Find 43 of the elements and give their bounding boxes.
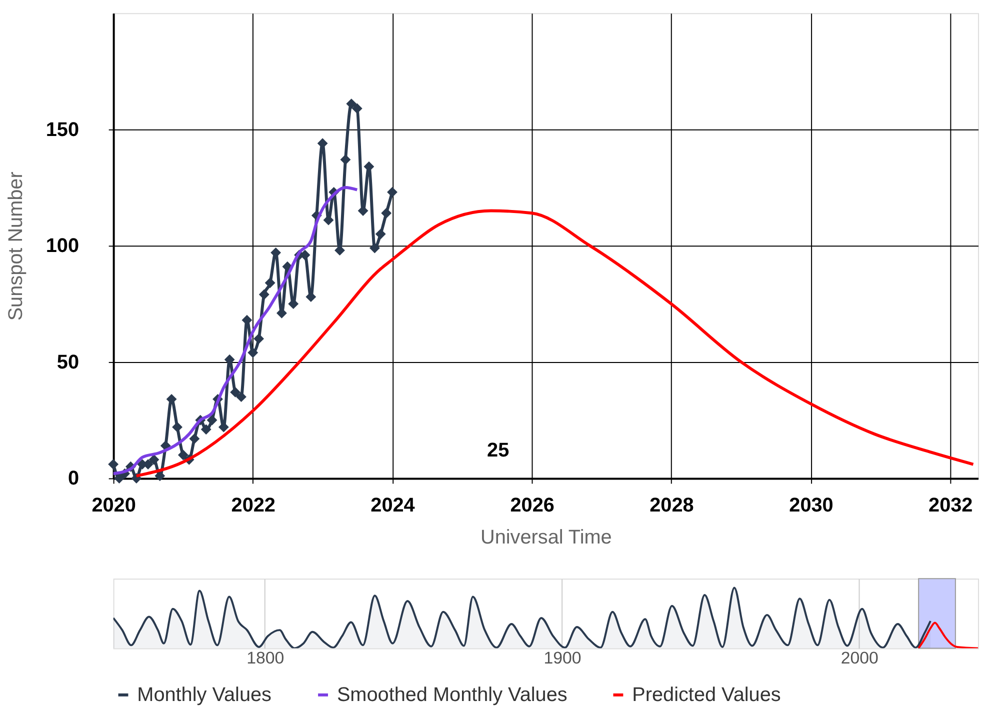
x-tick-label: 2022 — [231, 494, 276, 517]
point — [166, 394, 177, 404]
point — [254, 333, 264, 344]
x-tick-label: 2028 — [650, 494, 694, 517]
point — [236, 392, 246, 402]
point — [340, 154, 351, 165]
y-tick-label: 150 — [46, 118, 80, 141]
point — [387, 186, 398, 198]
y-tick-label: 50 — [56, 351, 80, 374]
legend-label: Predicted Values — [632, 684, 781, 706]
x-tick-label: 2030 — [789, 494, 834, 517]
point — [352, 103, 362, 114]
x-tick-label: 2024 — [370, 494, 415, 517]
legend-label: Smoothed Monthly Values — [336, 684, 568, 706]
legend-label: Monthly Values — [137, 684, 272, 706]
point — [108, 459, 119, 470]
point — [178, 450, 188, 460]
point — [189, 434, 200, 444]
y-tick-label: 100 — [46, 235, 80, 258]
point — [230, 386, 241, 398]
point — [154, 470, 166, 482]
point — [148, 454, 160, 465]
point — [369, 242, 380, 254]
annotation: 25 — [487, 439, 510, 462]
point — [264, 278, 276, 288]
y-tick-label: 0 — [68, 468, 80, 490]
x-tick-label: 1800 — [246, 648, 284, 668]
x-tick-label: 1900 — [544, 648, 582, 668]
point — [248, 347, 258, 358]
point — [346, 98, 357, 110]
point — [258, 289, 270, 300]
point — [381, 208, 392, 218]
point — [375, 228, 386, 240]
y-axis-title: Sunspot Number — [4, 171, 27, 321]
point — [206, 414, 218, 426]
x-axis-title: Universal Time — [480, 526, 612, 548]
x-tick-label: 2032 — [928, 494, 973, 517]
point — [200, 424, 212, 435]
x-tick-label: 2000 — [840, 648, 878, 668]
x-tick-label: 2026 — [510, 494, 554, 517]
point — [114, 473, 124, 484]
x-tick-label: 2020 — [92, 494, 136, 517]
point — [172, 422, 182, 432]
